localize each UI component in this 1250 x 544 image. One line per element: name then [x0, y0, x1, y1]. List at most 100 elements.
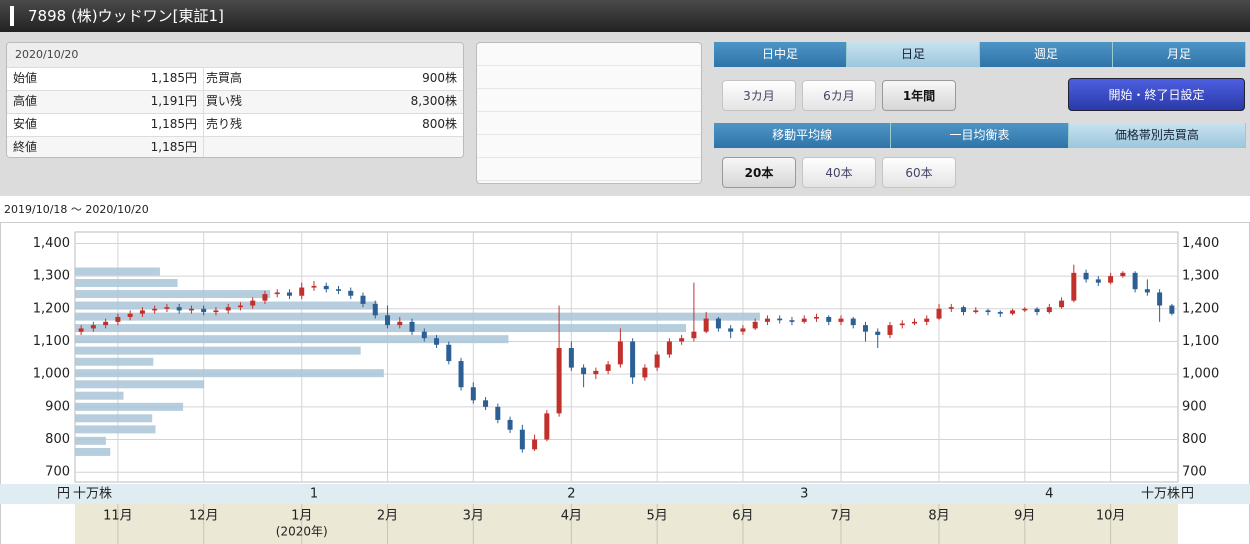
quote-label: 安値 — [13, 117, 38, 131]
button[interactable]: 3カ月 — [722, 80, 796, 111]
button[interactable]: 60本 — [882, 157, 956, 188]
quote-value: 1,185円 — [150, 71, 197, 85]
candle-body — [213, 310, 219, 313]
header-title: 7898 (株)ウッドワン[東証1] — [28, 7, 224, 25]
y-tick-label: 1,100 — [33, 334, 70, 349]
month-band — [75, 504, 1178, 544]
x-tick-label: 12月 — [189, 509, 219, 524]
row-bg — [7, 67, 463, 90]
volume-profile-bar — [75, 357, 154, 366]
candle-body — [421, 331, 427, 339]
candle-body — [139, 310, 145, 314]
candle-body — [250, 300, 256, 306]
y-tick-label: 1,200 — [33, 301, 70, 316]
candle-body — [1022, 308, 1028, 311]
tab[interactable]: 週足 — [980, 42, 1113, 67]
candle-body — [961, 307, 967, 313]
quote-label: 始値 — [13, 71, 38, 85]
quote-label: 売買高 — [206, 71, 243, 85]
candle-body — [679, 338, 685, 342]
plot-area — [74, 231, 1179, 483]
candle-body — [666, 341, 672, 355]
y-unit: 円 — [57, 487, 70, 502]
volume-profile-bar — [75, 301, 378, 310]
candle-body — [115, 316, 121, 322]
candle-body — [642, 367, 648, 378]
set-dates-button[interactable]: 開始・終了日設定 — [1068, 78, 1245, 111]
quote-value: 800株 — [422, 117, 457, 131]
x-tick-label: 11月 — [103, 509, 133, 524]
candle-body — [1034, 308, 1040, 313]
quarter-label: 2 — [567, 487, 575, 502]
candle-body — [1108, 276, 1114, 283]
candle-body — [752, 321, 758, 329]
quote-date: 2020/10/20 — [7, 43, 463, 67]
candle-body — [973, 310, 979, 313]
candle-body — [1132, 272, 1138, 290]
candle-body — [862, 325, 868, 332]
candle-body — [1120, 272, 1126, 277]
candle-body — [335, 289, 341, 291]
candle-body — [801, 318, 807, 322]
candle-body — [483, 400, 489, 407]
quarter-label: 1 — [310, 487, 318, 502]
candle-body — [507, 419, 513, 430]
button[interactable]: 1年間 — [882, 80, 956, 111]
candle-body — [764, 318, 770, 322]
y-tick-label: 1,300 — [33, 269, 70, 284]
volume-profile-bar — [75, 312, 760, 321]
candle-body — [789, 320, 795, 322]
col-divider — [203, 90, 204, 113]
volume-profile-bar — [75, 267, 160, 276]
volume-profile-bar — [75, 402, 184, 411]
button[interactable]: 6カ月 — [802, 80, 876, 111]
candle-body — [887, 325, 893, 335]
candle-body — [740, 328, 746, 332]
tab[interactable]: 日中足 — [714, 42, 847, 67]
col-divider — [203, 113, 204, 136]
candle-body — [728, 328, 734, 332]
row-bg — [7, 113, 463, 136]
quote-value: 1,185円 — [150, 140, 197, 154]
candle-body — [777, 318, 783, 321]
quarter-band — [0, 484, 1250, 504]
x-tick-label: 6月 — [732, 509, 753, 524]
x-tick-label: 1月 — [291, 509, 312, 524]
button[interactable]: 20本 — [722, 157, 796, 188]
quote-label: 売り残 — [206, 117, 243, 131]
candle-body — [997, 312, 1003, 314]
candle-body — [348, 290, 354, 296]
y-tick-label: 1,200 — [1182, 301, 1219, 316]
candle-body — [90, 325, 96, 329]
row-bg — [7, 90, 463, 113]
tab[interactable]: 移動平均線 — [714, 123, 892, 148]
volume-profile-bar — [75, 447, 111, 456]
tab[interactable]: 月足 — [1113, 42, 1246, 67]
candle-body — [544, 413, 550, 440]
y-tick-label: 700 — [45, 465, 70, 480]
candle-body — [875, 331, 881, 335]
candle-body — [78, 328, 84, 332]
quote-value: 8,300株 — [410, 94, 457, 108]
x-tick-label: 3月 — [463, 509, 484, 524]
candle-body — [372, 303, 378, 316]
tab[interactable]: 日足 — [847, 42, 980, 67]
candle-body — [434, 338, 440, 345]
x-tick-label: 2月 — [377, 509, 398, 524]
button[interactable]: 40本 — [802, 157, 876, 188]
candle-body — [924, 318, 930, 322]
quote-label: 高値 — [13, 94, 38, 108]
volume-profile-bar — [75, 380, 205, 389]
tab[interactable]: 価格帯別売買高 — [1068, 123, 1246, 148]
volume-profile-bar — [75, 278, 178, 287]
volume-profile-bar — [75, 414, 153, 423]
volume-profile-bar — [75, 425, 156, 434]
candle-body — [948, 307, 954, 309]
y-tick-label: 800 — [45, 432, 70, 447]
candle-body — [568, 348, 574, 368]
quote-value: 900株 — [422, 71, 457, 85]
tab[interactable]: 一目均衡表 — [891, 123, 1069, 148]
volume-profile-bar — [75, 290, 271, 299]
candle-body — [912, 321, 918, 324]
candle-body — [605, 364, 611, 371]
